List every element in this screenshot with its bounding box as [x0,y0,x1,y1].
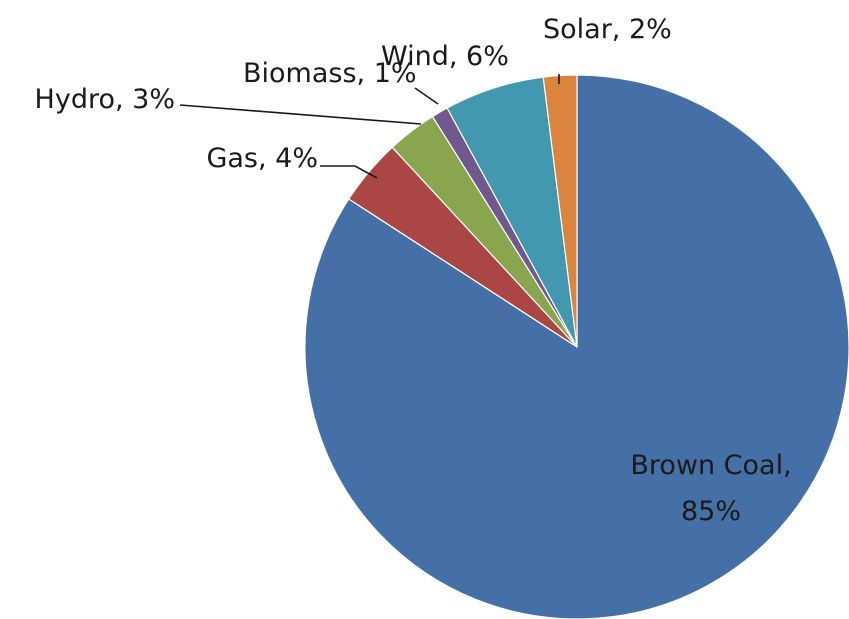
leader-lines [179,74,560,179]
data-label-brown-coal-value: 85% [681,496,741,527]
pie-slices [304,74,849,619]
pie-slice-solar [542,74,578,348]
data-label-biomass: Biomass, 1% [243,58,417,89]
leader-line-biomass [414,87,439,105]
data-label-wind: Wind, 6% [381,41,509,72]
data-labels: Brown Coal, 85% Gas, 4% Hydro, 3% Biomas… [35,14,792,527]
data-label-hydro: Hydro, 3% [35,84,175,115]
leader-line-hydro [179,104,422,125]
leader-line-gas [320,165,378,179]
data-label-solar: Solar, 2% [543,14,672,45]
data-label-brown-coal: Brown Coal, [630,450,791,481]
data-label-gas: Gas, 4% [206,143,318,174]
